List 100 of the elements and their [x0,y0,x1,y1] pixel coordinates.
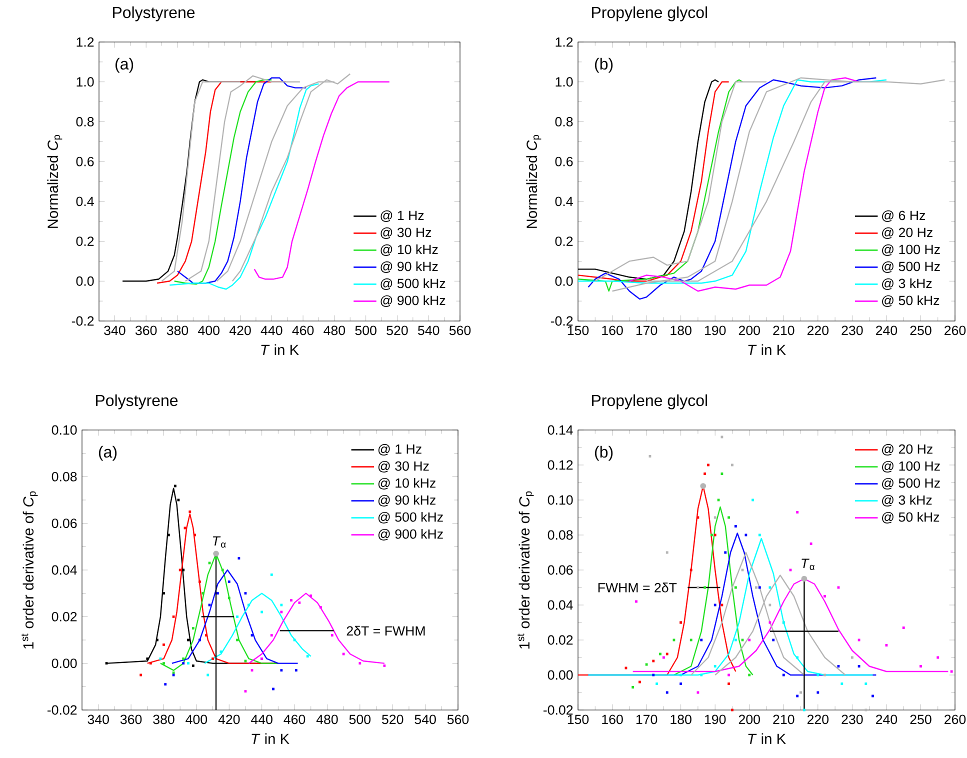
x-tick-label: 520 [382,714,404,724]
y-tick-label: 0.12 [548,460,573,470]
x-tick-label: 160 [602,326,623,336]
y-tick-label: 0.8 [76,116,94,126]
y-axis-title: Normalized C$_{p}$ [526,134,542,228]
y-tick-label: 0.02 [52,612,77,622]
x-tick-label: 200 [738,326,760,336]
y-tick-label: -0.2 [550,316,573,326]
x-tick-label: 380 [166,326,188,336]
y-tick-label: 0.6 [555,156,573,166]
y-tick-label: 0.04 [548,600,573,610]
y-tick-label: 0.2 [555,236,573,246]
legend-label: @ 500 Hz [882,261,940,273]
x-tick-label: 400 [198,326,220,336]
y-tick-label: -0.02 [543,705,573,715]
x-tick-label: 250 [910,326,932,336]
x-tick-label: 160 [602,714,623,724]
x-tick-label: 200 [738,714,760,724]
x-tick-label: 170 [636,326,658,336]
y-tick-label: 0.4 [76,196,94,206]
x-tick-label: 500 [349,714,371,724]
y-tick-label: 0.08 [548,530,573,540]
x-tick-label: 240 [876,714,898,724]
x-tick-label: 380 [153,714,174,724]
x-tick-label: 400 [186,714,208,724]
y-axis-title: 1$^{st}$ order derivative of C$_{p}$ [22,491,38,649]
y-tick-label: 0.0 [76,276,94,286]
chart-title: Propylene glycol [592,394,708,410]
x-tick-label: 220 [807,714,829,724]
legend-label: @ 100 Hz [882,460,940,472]
annotation: (b) [595,58,613,73]
legend-label: @ 1 Hz [378,444,422,456]
chart-title: Propylene glycol [592,6,708,22]
legend-label: @ 10 kHz [378,478,436,490]
x-tick-label: 420 [218,714,240,724]
y-tick-label: 0.8 [555,116,573,126]
legend-label: @ 50 kHz [882,295,940,307]
y-tick-label: 0.6 [76,156,94,166]
y-tick-label: 1.0 [76,77,94,87]
x-tick-label: 540 [418,326,440,336]
x-tick-label: 210 [773,714,794,724]
x-axis-title: T in K [748,344,786,355]
x-tick-label: 340 [88,714,109,724]
annotation: (a) [116,58,134,73]
y-tick-label: 0.00 [548,670,573,680]
x-tick-label: 360 [120,714,142,724]
x-tick-label: 340 [104,326,126,336]
x-tick-label: 210 [773,326,794,336]
legend-label: @ 1 Hz [380,210,424,222]
x-tick-label: 560 [449,326,471,336]
y-tick-label: 0.02 [548,635,573,645]
legend-label: @ 20 Hz [882,227,932,239]
legend-label: @ 6 Hz [882,210,926,222]
y-tick-label: 0.04 [52,565,77,575]
x-tick-label: 230 [842,714,863,724]
legend-label: @ 500 kHz [378,512,443,524]
y-tick-label: 1.2 [556,37,573,47]
legend-label: @ 3 kHz [882,278,932,290]
annotation: FWHM = 2δT [598,582,677,592]
y-tick-label: 0.0 [555,276,573,286]
legend-label: @ 90 kHz [378,494,436,506]
y-tick-label: 0.10 [52,425,77,435]
x-tick-label: 170 [636,714,658,724]
x-tick-label: 440 [251,714,272,724]
legend-label: @ 900 kHz [380,295,446,307]
chart-title: Polystyrene [113,6,195,22]
chart-title: Polystyrene [96,394,178,410]
y-axis-title: 1$^{st}$ order derivative of C$_{p}$ [518,491,534,649]
x-tick-label: 260 [944,326,966,336]
x-tick-label: 260 [944,714,966,724]
legend-label: @ 20 Hz [882,444,932,456]
y-tick-label: -0.2 [72,316,94,326]
x-axis-title: T in K [748,733,786,744]
y-tick-label: -0.02 [47,705,77,715]
legend-label: @ 500 kHz [380,278,446,290]
legend-label: @ 500 Hz [882,478,940,490]
x-axis-title: T in K [261,344,299,355]
y-tick-label: 0.00 [52,658,77,668]
y-tick-label: 0.10 [548,495,573,505]
annotation: T$_{α}$ [212,536,226,548]
y-tick-label: 0.4 [555,196,573,206]
x-tick-label: 500 [355,326,376,336]
x-tick-label: 360 [135,326,157,336]
x-tick-label: 190 [705,326,726,336]
x-tick-label: 180 [670,326,692,336]
legend-label: @ 10 kHz [380,244,438,256]
x-tick-label: 480 [316,714,338,724]
x-tick-label: 480 [324,326,346,336]
x-tick-label: 560 [447,714,469,724]
y-tick-label: 1.2 [76,37,94,47]
annotation: (a) [98,446,117,461]
x-axis-title: T in K [252,733,290,744]
legend-label: @ 30 Hz [378,460,429,472]
x-tick-label: 460 [284,714,306,724]
x-tick-label: 520 [386,326,408,336]
x-tick-label: 440 [260,326,282,336]
annotation: (b) [595,446,613,461]
legend-label: @ 30 Hz [380,227,432,239]
x-tick-label: 250 [910,714,932,724]
legend-label: @ 100 Hz [882,244,940,256]
